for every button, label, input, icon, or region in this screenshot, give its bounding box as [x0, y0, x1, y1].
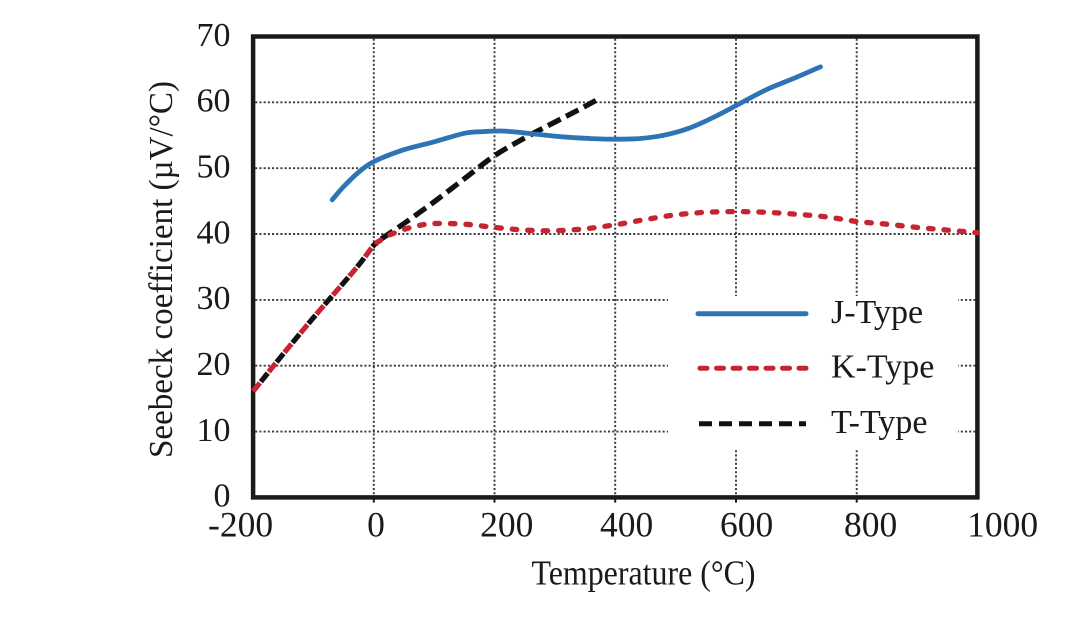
svg-text:T-Type: T-Type — [831, 404, 927, 441]
svg-text:40: 40 — [197, 214, 231, 251]
svg-text:10: 10 — [197, 412, 231, 449]
svg-text:J-Type: J-Type — [831, 294, 923, 331]
svg-text:K-Type: K-Type — [831, 349, 934, 386]
svg-text:50: 50 — [197, 148, 231, 185]
svg-text:0: 0 — [367, 504, 385, 544]
svg-text:20: 20 — [197, 346, 231, 383]
svg-text:70: 70 — [197, 17, 231, 54]
svg-text:Temperature (°C): Temperature (°C) — [532, 553, 756, 592]
svg-text:800: 800 — [844, 504, 897, 544]
svg-text:Seebeck coefficient (µV/°C): Seebeck coefficient (µV/°C) — [143, 81, 180, 458]
svg-text:0: 0 — [214, 478, 231, 515]
svg-text:400: 400 — [600, 504, 653, 544]
svg-text:200: 200 — [480, 504, 533, 544]
svg-text:-200: -200 — [208, 504, 273, 544]
svg-text:600: 600 — [720, 504, 773, 544]
svg-text:60: 60 — [197, 83, 231, 120]
svg-text:1000: 1000 — [967, 504, 1038, 544]
svg-text:30: 30 — [197, 280, 231, 317]
